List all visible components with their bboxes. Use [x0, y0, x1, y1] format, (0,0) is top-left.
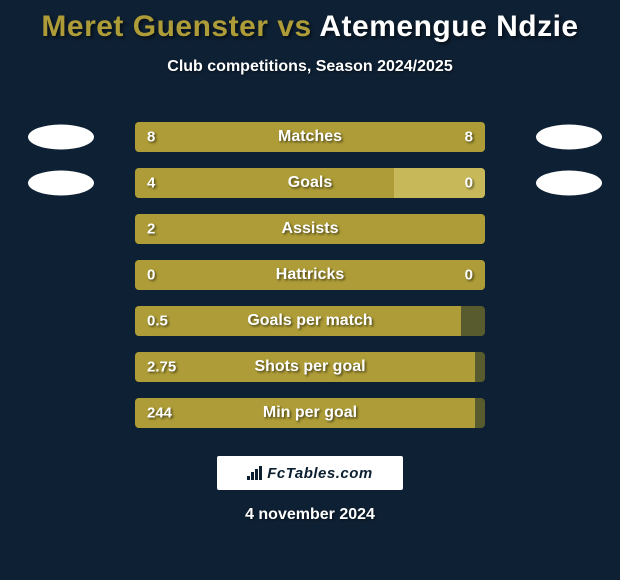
- page-title: Meret Guenster vs Atemengue Ndzie: [0, 0, 620, 44]
- stat-value-left: 2: [147, 221, 155, 238]
- stat-row: 244 Min per goal: [0, 390, 620, 436]
- stat-bar-track: 0 0 Hattricks: [135, 260, 485, 290]
- stat-row: 2.75 Shots per goal: [0, 344, 620, 390]
- stat-bar-track: 8 8 Matches: [135, 122, 485, 152]
- stat-label: Shots per goal: [254, 358, 365, 376]
- stat-value-right: 0: [465, 175, 473, 192]
- stat-label: Min per goal: [263, 404, 357, 422]
- stat-value-left: 4: [147, 175, 155, 192]
- club-crest-left: [28, 171, 94, 196]
- stat-bar-track: 244 Min per goal: [135, 398, 485, 428]
- stat-value-right: 8: [465, 129, 473, 146]
- footer-date: 4 november 2024: [0, 506, 620, 524]
- club-crest-left: [28, 125, 94, 150]
- stat-value-left: 2.75: [147, 359, 176, 376]
- stat-bar-left-fill: [135, 168, 394, 198]
- stat-value-left: 8: [147, 129, 155, 146]
- stat-value-left: 0.5: [147, 313, 168, 330]
- stat-bars: 8 8 Matches 4 0 Goals 2 Assists 0 0 Hattricks 0.5 Go…: [0, 114, 620, 436]
- attribution-badge: FcTables.com: [217, 456, 403, 490]
- stat-label: Hattricks: [276, 266, 344, 284]
- stat-value-left: 244: [147, 405, 172, 422]
- stat-row: 2 Assists: [0, 206, 620, 252]
- stat-bar-track: 2.75 Shots per goal: [135, 352, 485, 382]
- club-crest-right: [536, 125, 602, 150]
- stat-row: 8 8 Matches: [0, 114, 620, 160]
- stat-label: Goals: [288, 174, 332, 192]
- stat-row: 4 0 Goals: [0, 160, 620, 206]
- stat-row: 0.5 Goals per match: [0, 298, 620, 344]
- stat-bar-track: 2 Assists: [135, 214, 485, 244]
- stat-label: Goals per match: [247, 312, 372, 330]
- club-crest-right: [536, 171, 602, 196]
- comparison-infographic: Meret Guenster vs Atemengue Ndzie Club c…: [0, 0, 620, 580]
- fctables-logo-icon: [247, 466, 263, 480]
- attribution-text: FcTables.com: [267, 465, 372, 482]
- stat-value-left: 0: [147, 267, 155, 284]
- stat-bar-track: 0.5 Goals per match: [135, 306, 485, 336]
- stat-label: Matches: [278, 128, 342, 146]
- stat-row: 0 0 Hattricks: [0, 252, 620, 298]
- stat-value-right: 0: [465, 267, 473, 284]
- title-player-left: Meret Guenster vs: [41, 10, 319, 43]
- stat-bar-track: 4 0 Goals: [135, 168, 485, 198]
- stat-label: Assists: [282, 220, 339, 238]
- subtitle: Club competitions, Season 2024/2025: [0, 58, 620, 76]
- title-player-right: Atemengue Ndzie: [319, 10, 578, 43]
